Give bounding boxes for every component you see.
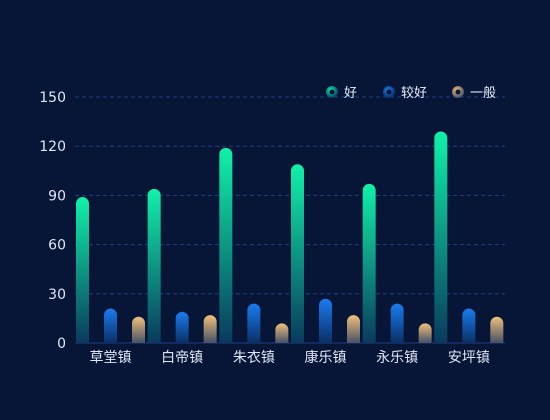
y-tick-label: 90 <box>48 188 66 204</box>
legend-label-2[interactable]: 较好 <box>401 86 427 101</box>
y-tick-label: 30 <box>48 287 66 303</box>
x-tick-label: 草堂镇 <box>90 350 132 366</box>
bar-2-6[interactable] <box>462 308 476 343</box>
bar-3-5[interactable] <box>418 323 432 343</box>
x-axis: 草堂镇 白帝镇 朱衣镇 康乐镇 永乐镇 安坪镇 <box>90 349 490 366</box>
y-tick-label: 120 <box>39 139 66 155</box>
x-tick-label: 白帝镇 <box>161 350 203 366</box>
bar-3-4[interactable] <box>347 315 360 343</box>
legend-label-1[interactable]: 好 <box>344 86 357 101</box>
bars <box>76 131 504 343</box>
legend-marker-hole-1 <box>329 89 335 95</box>
y-tick-label: 0 <box>57 336 66 352</box>
bar-3-2[interactable] <box>203 315 217 343</box>
bar-2-3[interactable] <box>247 303 261 343</box>
legend-marker-hole-3 <box>455 89 461 95</box>
bar-1-4[interactable] <box>291 164 304 343</box>
bar-1-1[interactable] <box>76 197 89 343</box>
x-tick-label: 安坪镇 <box>448 350 490 366</box>
bar-3-6[interactable] <box>490 316 504 343</box>
bar-1-3[interactable] <box>219 147 233 343</box>
legend-marker-hole-2 <box>386 89 392 95</box>
bar-1-5[interactable] <box>362 183 376 343</box>
bar-1-6[interactable] <box>434 131 448 343</box>
grid-lines <box>75 96 505 344</box>
x-tick-label: 康乐镇 <box>305 349 347 366</box>
bar-1-2[interactable] <box>147 188 161 343</box>
y-tick-label: 60 <box>48 238 66 254</box>
bar-3-1[interactable] <box>132 316 145 343</box>
x-tick-label: 永乐镇 <box>376 350 418 366</box>
bar-2-4[interactable] <box>319 298 332 343</box>
bar-2-1[interactable] <box>104 308 117 343</box>
y-tick-label: 150 <box>39 90 66 106</box>
bar-3-3[interactable] <box>275 323 289 343</box>
bar-2-2[interactable] <box>175 311 189 343</box>
y-axis: 0 30 60 90 120 150 <box>39 90 66 352</box>
x-tick-label: 朱衣镇 <box>233 350 275 366</box>
bar-2-5[interactable] <box>390 303 404 343</box>
legend[interactable]: 好 较好 一般 <box>326 85 496 101</box>
legend-label-3[interactable]: 一般 <box>470 85 496 101</box>
